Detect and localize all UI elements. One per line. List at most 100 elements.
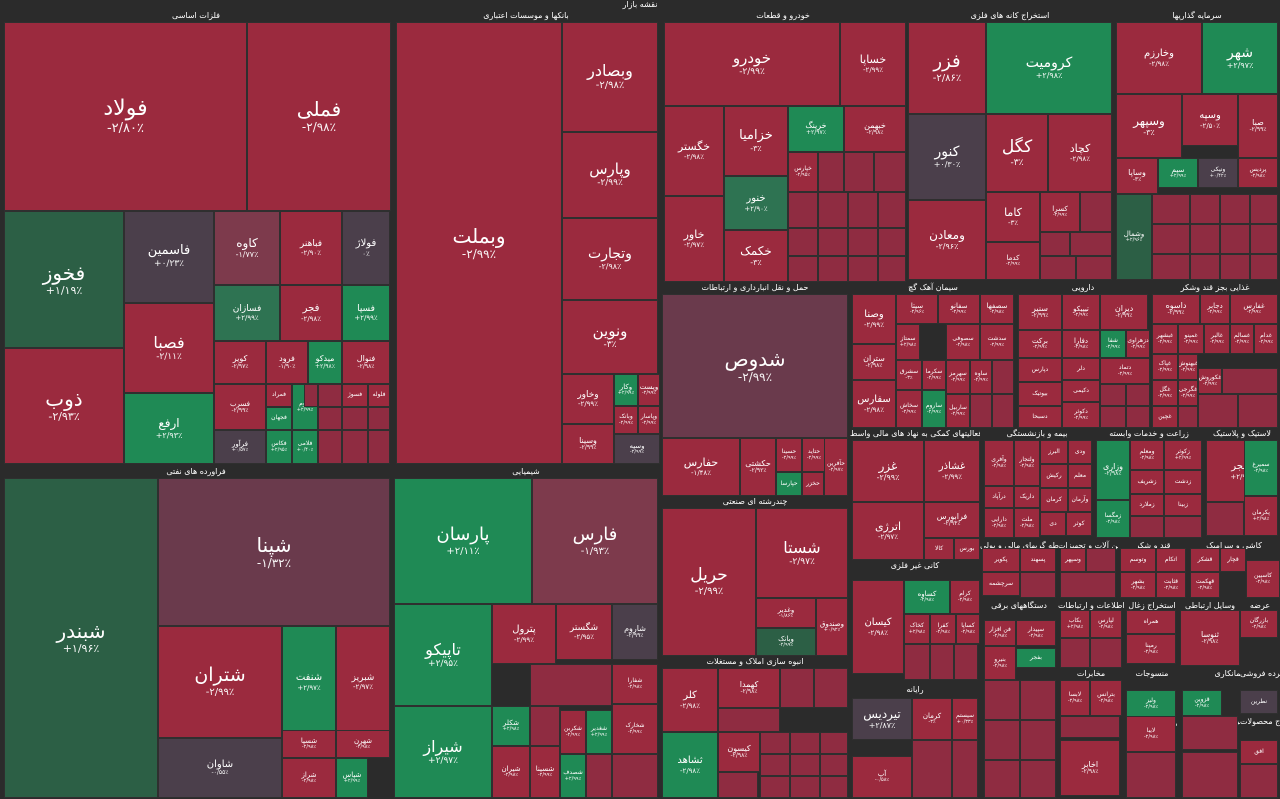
stock-tile[interactable]: غکوروش -۲/۹۹٪ bbox=[1198, 368, 1222, 394]
stock-tile[interactable]: وکار +۲/۹۹٪ bbox=[614, 374, 638, 406]
stock-tile[interactable]: غپاک -۲/۹۹٪ bbox=[1152, 354, 1178, 380]
stock-tile[interactable]: دیران -۲/۹۹٪ bbox=[1100, 294, 1148, 330]
stock-tile[interactable]: غچین bbox=[1152, 406, 1178, 428]
small-stock-tile[interactable] bbox=[1152, 254, 1190, 280]
stock-tile[interactable]: ارفع +۲/۹۳٪ bbox=[124, 393, 214, 464]
small-stock-tile[interactable] bbox=[788, 256, 818, 282]
stock-tile[interactable]: کاسپین -۲/۹۸٪ bbox=[1246, 560, 1280, 598]
stock-tile[interactable]: حآفرین -۲/۹۷٪ bbox=[824, 438, 848, 496]
stock-tile[interactable]: فاسمین +۰/۲۳٪ bbox=[124, 211, 214, 303]
small-stock-tile[interactable] bbox=[530, 664, 612, 706]
stock-tile[interactable]: کاوه -۱/۷۷٪ bbox=[214, 211, 280, 285]
small-stock-tile[interactable] bbox=[1238, 394, 1278, 428]
small-stock-tile[interactable] bbox=[818, 256, 848, 282]
stock-tile[interactable]: شفا -۲/۹۹٪ bbox=[1100, 330, 1126, 358]
stock-tile[interactable]: بنیرو -۲/۹۸٪ bbox=[984, 646, 1016, 680]
stock-tile[interactable]: دپارس bbox=[1018, 358, 1062, 382]
stock-tile[interactable]: شیران -۲/۹۸٪ bbox=[492, 746, 530, 798]
stock-tile[interactable]: معلم bbox=[1068, 464, 1092, 488]
small-stock-tile[interactable] bbox=[818, 192, 848, 228]
stock-tile[interactable]: خبهمن -۲/۹۸٪ bbox=[844, 106, 906, 152]
stock-tile[interactable]: برکت -۲/۹۹٪ bbox=[1018, 330, 1062, 358]
stock-tile[interactable]: غشاذر -۲/۹۹٪ bbox=[924, 440, 980, 502]
stock-tile[interactable]: فجهان bbox=[266, 407, 292, 430]
small-stock-tile[interactable] bbox=[788, 192, 818, 228]
stock-tile[interactable]: فرابورس -۲/۹۴٪ bbox=[924, 502, 980, 538]
stock-tile[interactable]: همراه bbox=[1126, 610, 1176, 634]
stock-tile[interactable]: فسپا +۲/۹۹٪ bbox=[342, 285, 390, 341]
small-stock-tile[interactable] bbox=[530, 706, 560, 746]
stock-tile[interactable]: کساوه -۲/۹۸٪ bbox=[904, 580, 950, 614]
small-stock-tile[interactable] bbox=[760, 754, 790, 776]
small-stock-tile[interactable] bbox=[318, 384, 342, 407]
small-stock-tile[interactable] bbox=[820, 732, 848, 754]
small-stock-tile[interactable] bbox=[718, 708, 780, 732]
stock-tile[interactable]: وتوسم bbox=[1120, 548, 1156, 572]
stock-tile[interactable]: خرینگ +۲/۹۷٪ bbox=[788, 106, 844, 152]
stock-tile[interactable]: تیردیس +۲/۸۷٪ bbox=[852, 698, 912, 740]
stock-tile[interactable]: ودی bbox=[1068, 440, 1092, 464]
small-stock-tile[interactable] bbox=[1126, 384, 1150, 406]
small-stock-tile[interactable] bbox=[586, 754, 612, 798]
stock-tile[interactable]: فمراد bbox=[266, 384, 292, 407]
small-stock-tile[interactable] bbox=[318, 430, 342, 464]
stock-tile[interactable]: پترول -۲/۹۹٪ bbox=[492, 604, 556, 664]
stock-tile[interactable]: فسرب -۲/۹۹٪ bbox=[214, 384, 266, 430]
stock-tile[interactable]: وسپهر bbox=[1060, 548, 1086, 572]
stock-tile[interactable]: لپارس -۲/۹۸٪ bbox=[1090, 610, 1122, 638]
stock-tile[interactable]: وآفری -۲/۹۸٪ bbox=[984, 440, 1014, 486]
stock-tile[interactable]: فلوله bbox=[368, 384, 390, 407]
stock-tile[interactable]: رمپنا -۲/۹۸٪ bbox=[1126, 634, 1176, 664]
stock-tile[interactable]: وآرمان bbox=[1068, 488, 1092, 512]
small-stock-tile[interactable] bbox=[1220, 254, 1250, 280]
stock-tile[interactable]: شدوص -۲/۹۹٪ bbox=[662, 294, 848, 438]
stock-tile[interactable]: ومعلم -۲/۹۸٪ bbox=[1130, 440, 1164, 470]
stock-tile[interactable]: شفارا -۲/۹۸٪ bbox=[612, 664, 658, 704]
stock-tile[interactable]: سفانو -۲/۹۹٪ bbox=[938, 294, 980, 324]
stock-tile[interactable]: میدکو +۲/۹۸٪ bbox=[308, 341, 342, 384]
small-stock-tile[interactable] bbox=[1240, 764, 1278, 798]
small-stock-tile[interactable] bbox=[718, 772, 758, 798]
stock-tile[interactable]: حخزر bbox=[802, 472, 824, 496]
stock-tile[interactable]: غبشهر -۲/۹۹٪ bbox=[1152, 324, 1178, 354]
stock-tile[interactable]: وسپهر -۳٪ bbox=[1116, 94, 1182, 158]
stock-tile[interactable]: سصوفی -۲/۹۸٪ bbox=[946, 324, 980, 360]
stock-tile[interactable]: وشمال +۲/۹۶٪ bbox=[1116, 194, 1152, 280]
stock-tile[interactable]: سدشت -۲/۹۹٪ bbox=[980, 324, 1014, 360]
stock-tile[interactable]: سفارس -۲/۹۸٪ bbox=[852, 380, 896, 428]
small-stock-tile[interactable] bbox=[1070, 232, 1112, 256]
stock-tile[interactable]: فرود -۱/۹۰٪ bbox=[266, 341, 308, 384]
small-stock-tile[interactable] bbox=[1178, 406, 1198, 428]
stock-tile[interactable]: شنفت +۲/۹۷٪ bbox=[282, 626, 336, 738]
stock-tile[interactable]: بکاب +۲/۹۸٪ bbox=[1060, 610, 1090, 638]
stock-tile[interactable]: حفارس -۱/۴۸٪ bbox=[662, 438, 740, 496]
stock-tile[interactable]: پردیس -۲/۹۸٪ bbox=[1238, 158, 1278, 188]
small-stock-tile[interactable] bbox=[342, 430, 368, 464]
small-stock-tile[interactable] bbox=[368, 407, 390, 430]
stock-tile[interactable]: فسازان +۲/۹۹٪ bbox=[214, 285, 280, 341]
stock-tile[interactable]: زمگسا -۲/۹۸٪ bbox=[1096, 500, 1130, 538]
stock-tile[interactable]: شصدف +۲/۹۹٪ bbox=[560, 754, 586, 798]
small-stock-tile[interactable] bbox=[368, 430, 390, 464]
small-stock-tile[interactable] bbox=[1220, 224, 1250, 254]
stock-tile[interactable]: غالبر -۲/۹۹٪ bbox=[1204, 324, 1230, 354]
small-stock-tile[interactable] bbox=[1220, 194, 1250, 224]
stock-tile[interactable]: وبصادر -۲/۹۸٪ bbox=[562, 22, 658, 132]
stock-tile[interactable]: لایبا -۲/۹۸٪ bbox=[1126, 716, 1176, 752]
stock-tile[interactable]: فخوز +۱/۱۹٪ bbox=[4, 211, 124, 348]
small-stock-tile[interactable] bbox=[1020, 572, 1056, 598]
stock-tile[interactable]: وسپه -۲/۵۰٪ bbox=[1182, 94, 1238, 146]
stock-tile[interactable]: فن افزار -۲/۹۸٪ bbox=[984, 620, 1016, 646]
stock-tile[interactable]: وخاور -۲/۹۹٪ bbox=[562, 374, 614, 424]
small-stock-tile[interactable] bbox=[1020, 760, 1056, 798]
stock-tile[interactable]: اخابر -۲/۹۸٪ bbox=[1060, 740, 1120, 796]
stock-tile[interactable]: خزامیا -۳٪ bbox=[724, 106, 788, 176]
stock-tile[interactable]: داریک bbox=[1014, 486, 1040, 508]
stock-tile[interactable]: شغدیر +۲/۹۹٪ bbox=[586, 710, 612, 754]
stock-tile[interactable]: فولاد -۲/۸۰٪ bbox=[4, 22, 247, 211]
small-stock-tile[interactable] bbox=[1126, 406, 1150, 428]
stock-tile[interactable]: خودرو -۲/۹۹٪ bbox=[664, 22, 840, 106]
stock-tile[interactable]: کفرا -۲/۹۸٪ bbox=[930, 614, 956, 644]
small-stock-tile[interactable] bbox=[820, 776, 848, 798]
stock-tile[interactable]: کچاد -۲/۹۸٪ bbox=[1048, 114, 1112, 192]
